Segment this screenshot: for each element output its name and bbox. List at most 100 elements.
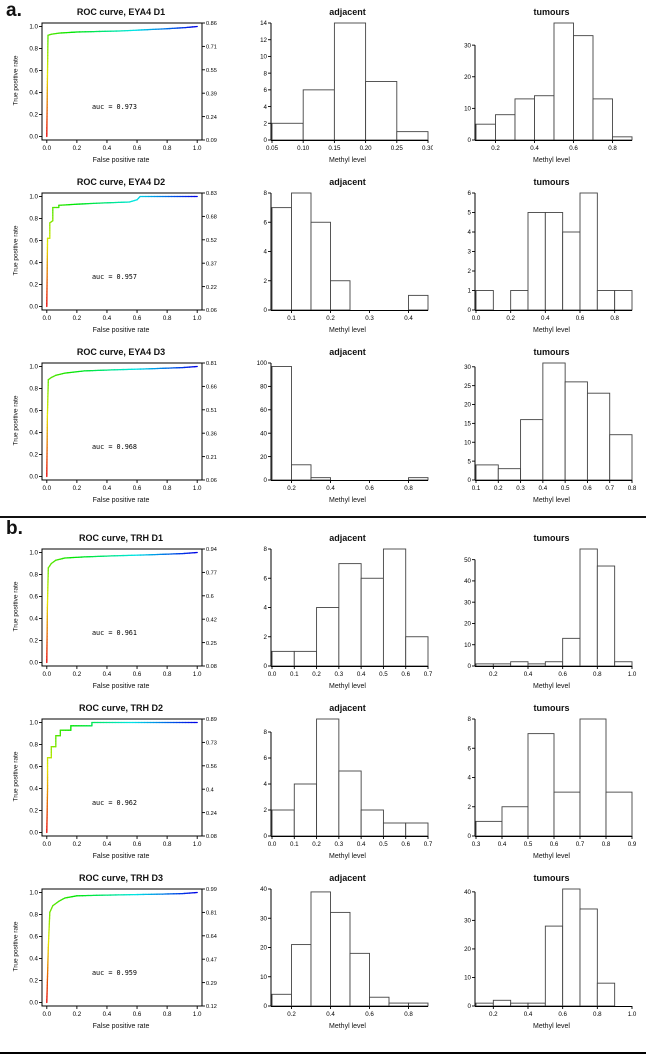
roc-y-axis-label: True positive rate [13, 391, 20, 451]
svg-text:1.0: 1.0 [29, 550, 38, 557]
svg-text:40: 40 [464, 889, 471, 896]
svg-text:0.4: 0.4 [29, 260, 38, 267]
svg-text:1.0: 1.0 [29, 364, 38, 371]
svg-text:0.81: 0.81 [206, 361, 217, 367]
roc-panel-eya4-d3: True positive rate ROC curve, EYA4 D3 0.… [10, 346, 232, 505]
svg-text:0.81: 0.81 [206, 911, 217, 917]
svg-text:0.2: 0.2 [29, 808, 38, 815]
svg-text:10: 10 [260, 974, 267, 981]
svg-text:0.0: 0.0 [42, 671, 51, 678]
roc-x-axis-label: False positive rate [10, 326, 232, 335]
histogram-x-axis-label: Methyl level [248, 326, 433, 335]
svg-text:6: 6 [264, 87, 268, 94]
svg-text:0.2: 0.2 [312, 671, 321, 678]
svg-text:4: 4 [468, 229, 472, 236]
svg-text:0: 0 [264, 307, 268, 314]
svg-text:0.1: 0.1 [290, 671, 299, 678]
svg-text:0.4: 0.4 [103, 145, 112, 152]
svg-text:0.2: 0.2 [73, 315, 82, 322]
histogram-title: tumours [452, 176, 637, 188]
histogram-title: tumours [452, 6, 637, 18]
svg-text:0.1: 0.1 [290, 841, 299, 848]
svg-text:auc = 0.962: auc = 0.962 [92, 799, 137, 807]
svg-text:4: 4 [264, 104, 268, 111]
svg-text:0.1: 0.1 [472, 485, 481, 492]
svg-text:0.9: 0.9 [628, 841, 637, 848]
svg-text:0.6: 0.6 [558, 671, 567, 678]
svg-text:0.4: 0.4 [404, 315, 413, 322]
svg-text:0.5: 0.5 [379, 671, 388, 678]
svg-text:0.5: 0.5 [524, 841, 533, 848]
histogram-title: adjacent [248, 6, 433, 18]
svg-text:0.4: 0.4 [326, 485, 335, 492]
svg-text:30: 30 [260, 915, 267, 922]
svg-text:0.2: 0.2 [29, 112, 38, 119]
svg-text:1.0: 1.0 [29, 24, 38, 31]
svg-text:1.0: 1.0 [29, 890, 38, 897]
svg-text:1.0: 1.0 [193, 841, 202, 848]
svg-text:0.52: 0.52 [206, 238, 217, 244]
histogram-x-axis-label: Methyl level [452, 156, 637, 165]
svg-text:0.8: 0.8 [29, 46, 38, 53]
histogram-x-axis-label: Methyl level [248, 682, 433, 691]
svg-text:0.22: 0.22 [206, 285, 217, 291]
svg-text:0.73: 0.73 [206, 741, 217, 747]
svg-text:0.4: 0.4 [103, 841, 112, 848]
svg-text:100: 100 [257, 360, 268, 367]
row-eya4-d3: True positive rate ROC curve, EYA4 D3 0.… [0, 346, 646, 510]
svg-text:0.39: 0.39 [206, 91, 217, 97]
svg-text:6: 6 [468, 745, 472, 752]
svg-text:0.51: 0.51 [206, 408, 217, 414]
svg-text:0.2: 0.2 [29, 452, 38, 459]
svg-text:20: 20 [464, 946, 471, 953]
svg-text:0.3: 0.3 [335, 671, 344, 678]
row-trh-d3: True positive rate ROC curve, TRH D3 0.0… [0, 872, 646, 1036]
svg-text:1.0: 1.0 [193, 671, 202, 678]
svg-text:0.47: 0.47 [206, 957, 217, 963]
svg-text:0.6: 0.6 [401, 841, 410, 848]
svg-text:0.0: 0.0 [29, 1000, 38, 1007]
svg-text:0.4: 0.4 [103, 1011, 112, 1018]
roc-y-axis-label: True positive rate [13, 51, 20, 111]
svg-text:0.6: 0.6 [133, 841, 142, 848]
histogram-title: tumours [452, 702, 637, 714]
svg-text:4: 4 [468, 775, 472, 782]
histogram-x-axis-label: Methyl level [452, 496, 637, 505]
svg-text:6: 6 [264, 575, 268, 582]
roc-x-axis-label: False positive rate [10, 852, 232, 861]
svg-text:0.71: 0.71 [206, 45, 217, 51]
svg-text:0.8: 0.8 [593, 1011, 602, 1018]
svg-text:0.6: 0.6 [133, 671, 142, 678]
svg-text:1.0: 1.0 [29, 720, 38, 727]
svg-text:0.8: 0.8 [163, 1011, 172, 1018]
svg-text:10: 10 [464, 439, 471, 446]
roc-title: ROC curve, TRH D3 [10, 872, 232, 884]
svg-text:0.6: 0.6 [29, 238, 38, 245]
svg-text:0.8: 0.8 [163, 841, 172, 848]
svg-text:0.8: 0.8 [29, 572, 38, 579]
svg-text:0.4: 0.4 [206, 787, 214, 793]
svg-text:0: 0 [468, 663, 472, 670]
svg-text:0.6: 0.6 [576, 315, 585, 322]
svg-text:auc = 0.961: auc = 0.961 [92, 629, 137, 637]
svg-text:0.1: 0.1 [287, 315, 296, 322]
svg-text:2: 2 [468, 268, 472, 275]
svg-text:0.2: 0.2 [29, 638, 38, 645]
svg-text:0.6: 0.6 [29, 764, 38, 771]
svg-text:0.0: 0.0 [42, 315, 51, 322]
svg-text:0.8: 0.8 [610, 315, 619, 322]
svg-text:1.0: 1.0 [193, 485, 202, 492]
svg-text:0.2: 0.2 [73, 671, 82, 678]
svg-text:0.30: 0.30 [422, 145, 433, 152]
svg-text:8: 8 [264, 70, 268, 77]
svg-text:0: 0 [468, 1003, 472, 1010]
svg-text:0.24: 0.24 [206, 115, 217, 121]
svg-text:0.2: 0.2 [29, 978, 38, 985]
svg-text:40: 40 [260, 430, 267, 437]
svg-text:8: 8 [264, 546, 268, 553]
svg-text:30: 30 [464, 364, 471, 371]
svg-text:0.0: 0.0 [29, 660, 38, 667]
svg-text:50: 50 [464, 557, 471, 564]
